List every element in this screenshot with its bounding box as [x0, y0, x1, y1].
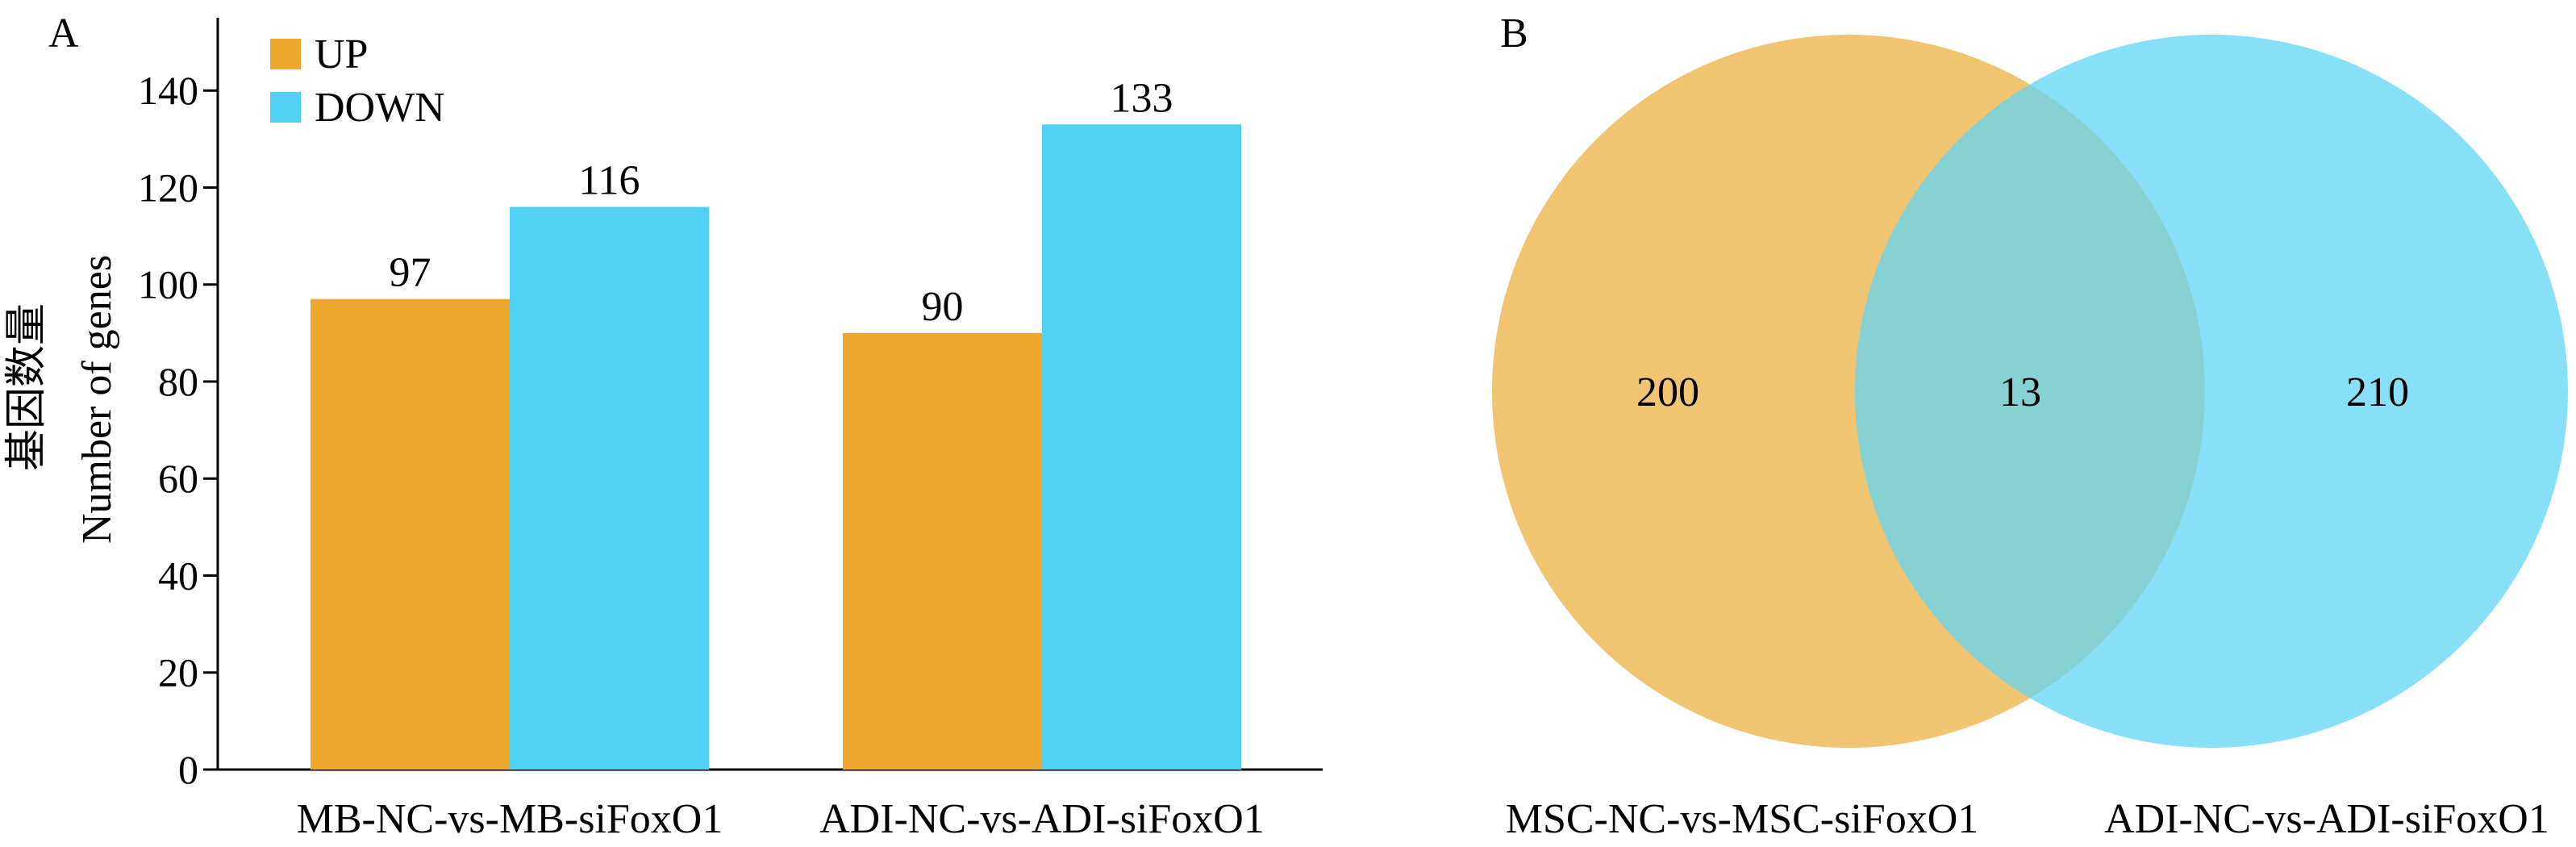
legend-label-up: UP — [315, 31, 368, 77]
venn-diagram: 200 13 210 MSC-NC-vs-MSC-siFoxO1 ADI-NC-vs-A… — [1492, 35, 2568, 842]
bars-group — [311, 124, 1241, 770]
legend-label-down: DOWN — [315, 85, 445, 131]
venn-left-label: MSC-NC-vs-MSC-siFoxO1 — [1506, 796, 1979, 842]
panel-a-label: A — [48, 10, 79, 56]
legend: UP DOWN — [270, 31, 445, 131]
bar-value-label: 116 — [578, 158, 640, 204]
y-tick-label: 40 — [158, 553, 198, 598]
bar-value-label: 97 — [390, 250, 431, 296]
venn-intersection — [1855, 35, 2205, 748]
y-tick-label: 20 — [158, 650, 198, 695]
bar-value-label: 90 — [922, 284, 964, 330]
venn-right-label: ADI-NC-vs-ADI-siFoxO1 — [2104, 796, 2549, 842]
legend-swatch-up — [270, 39, 301, 69]
bar-chart-panel: 基因数量 Number of genes 020406080100120140 … — [4, 18, 1323, 842]
venn-left-count: 200 — [1636, 369, 1699, 415]
bar-down-1 — [510, 207, 709, 770]
y-tick-label: 140 — [138, 68, 198, 113]
category-label: ADI-NC-vs-ADI-siFoxO1 — [819, 796, 1265, 842]
category-label: MB-NC-vs-MB-siFoxO1 — [297, 796, 723, 842]
y-tick-label: 120 — [138, 165, 198, 210]
y-axis-label-chinese: 基因数量 — [4, 303, 50, 471]
bar-value-label: 133 — [1111, 75, 1173, 121]
venn-right-count: 210 — [2346, 369, 2409, 415]
y-tick-label: 60 — [158, 456, 198, 501]
category-labels: MB-NC-vs-MB-siFoxO1 ADI-NC-vs-ADI-siFoxO1 — [297, 796, 1265, 842]
bar-up-1 — [311, 298, 510, 770]
y-axis: 0 20 40 60 80 100 120 140 — [138, 18, 1323, 792]
bar-up-2 — [843, 332, 1042, 770]
y-tick-label: 80 — [158, 359, 198, 404]
bar-value-labels: 97 116 90 133 — [390, 75, 1173, 330]
y-tick-label: 0 — [178, 747, 198, 792]
bar-down-2 — [1042, 124, 1241, 770]
legend-swatch-down — [270, 92, 301, 123]
venn-intersection-count: 13 — [1999, 369, 2041, 415]
y-axis-label-english: Number of genes — [74, 255, 120, 544]
y-tick-label: 100 — [138, 262, 198, 307]
panel-b-label: B — [1500, 10, 1528, 56]
